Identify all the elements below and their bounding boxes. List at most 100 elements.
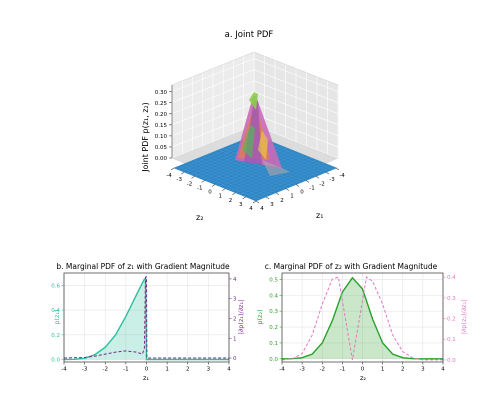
y-tick-label: 0.1 (269, 341, 278, 347)
x-tick-label: 1 (165, 367, 169, 373)
y2-tick-label: 0.2 (447, 317, 456, 323)
surface-gridline (223, 154, 305, 188)
z2-tick (191, 176, 195, 179)
panel-b-ylabel: p(z₁) (53, 309, 61, 324)
pane-gridline (171, 80, 255, 115)
z1-tick-label: 4 (260, 206, 264, 212)
panel-a-title: a. Joint PDF (225, 30, 274, 40)
y2-tick-label: 0.4 (447, 275, 456, 281)
pane-gridline (253, 80, 339, 115)
y-tick-label: 0.6 (51, 283, 60, 289)
panel-b-plot: -4 -3 -2 -1 0 1 2 3 4 0.0 0.2 0.4 0.6 0 1 2 3 4 (51, 272, 237, 373)
pane-gridline (171, 58, 255, 92)
panel-c: c. Marginal PDF of z₂ with Gradient Magn… (256, 262, 468, 382)
z2-axis-label: z₂ (196, 213, 203, 222)
z1-tick (285, 188, 290, 191)
y2-tick-label: 2 (233, 316, 237, 322)
surface-gridline (214, 151, 297, 185)
pane-gridline (171, 124, 255, 159)
panel-b-y2label: |∂p(z₁)/∂z₁| (237, 300, 245, 335)
surface-gridline (247, 164, 329, 198)
y-tick-label: 0.5 (269, 277, 278, 283)
x-tick-label: 2 (401, 367, 405, 373)
surface-gridline (219, 152, 301, 187)
y2-tick-label: 0.3 (447, 296, 456, 302)
z-axis-label: Joint PDF p(z₁, z₂) (141, 102, 150, 173)
x-tick-label: 3 (207, 367, 211, 373)
z1-tick (325, 171, 330, 175)
z1-tick-label: 0 (300, 190, 304, 196)
y-tick-label: 0.4 (269, 293, 278, 299)
x-tick-label: -4 (61, 367, 67, 373)
z-tick-label: 0.30 (155, 90, 168, 96)
x-tick-label: 0 (361, 367, 365, 373)
z2-tick-label: 0 (208, 190, 212, 196)
pane-gridline (253, 91, 339, 126)
z2-tick-label: 4 (249, 206, 253, 212)
y2-tick-label: 0 (233, 356, 237, 362)
z2-tick-label: 1 (219, 194, 223, 200)
x-tick-label: 1 (381, 367, 385, 373)
pane-grid (171, 52, 339, 159)
z1-tick-label: 3 (270, 202, 274, 208)
z1-tick (265, 196, 270, 200)
x-tick-label: -3 (299, 367, 305, 373)
y-tick-label: 0.4 (51, 308, 60, 314)
z1-tick (295, 184, 300, 187)
surface-gridline (235, 159, 317, 193)
y2-tick-label: 0.1 (447, 337, 456, 343)
pane-gridline (253, 69, 339, 103)
y2-tick-label: 4 (233, 277, 237, 283)
series-line-gradient (281, 276, 443, 361)
z-tick-label: 0.00 (155, 156, 168, 162)
z1-tick-label: -3 (329, 177, 335, 183)
z-tick-label: 0.10 (155, 134, 168, 140)
z2-tick-label: -2 (187, 181, 192, 187)
z-tick-label: 0.05 (155, 145, 168, 151)
x-tick-label: -3 (82, 367, 88, 373)
series-line-gradient (63, 276, 229, 359)
pane-gridline (171, 69, 255, 103)
y2-tick-label: 3 (233, 297, 237, 303)
y-tick-label: 0.0 (51, 358, 60, 364)
surface-gridline (218, 149, 301, 184)
surface-gridline (227, 156, 309, 190)
pane-gridline (171, 102, 255, 137)
z-tick-label: 0.25 (155, 101, 168, 107)
z2-tick (232, 192, 236, 195)
x-tick-label: -2 (320, 367, 325, 373)
z1-tick (275, 192, 280, 195)
z2-tick (252, 200, 257, 204)
panel-b-title: b. Marginal PDF of z₁ with Gradient Magn… (56, 262, 230, 271)
y2-tick-label: 0.0 (447, 358, 456, 364)
surface-gridline (243, 162, 325, 197)
z1-tick (335, 167, 340, 171)
panel-b-xlabel: z₁ (143, 374, 149, 382)
z2-tick-label: -1 (197, 185, 202, 191)
y2-tick-label: 1 (233, 336, 237, 342)
z1-tick (255, 200, 260, 204)
z1-tick (315, 176, 320, 179)
surface-gridline (251, 166, 333, 200)
z2-tick (181, 171, 185, 175)
y-tick-label: 0.3 (269, 309, 278, 315)
z1-tick-label: 1 (290, 194, 294, 200)
z2-tick (242, 196, 246, 200)
x-tick-label: -1 (340, 367, 345, 373)
panel-b: b. Marginal PDF of z₁ with Gradient Magn… (51, 262, 245, 382)
panel-c-ylabel: p(z₂) (256, 309, 264, 324)
panel-c-xlabel: z₂ (360, 374, 366, 382)
z1-tick-label: -4 (339, 173, 345, 179)
panel-c-title: c. Marginal PDF of z₂ with Gradient Magn… (265, 262, 438, 271)
x-tick-label: 4 (227, 367, 231, 373)
pane-gridline (171, 91, 255, 126)
series-fill (282, 277, 443, 359)
pane-gridline (253, 58, 339, 92)
z1-tick-label: -1 (309, 185, 314, 191)
pane-gridline (171, 113, 255, 148)
z1-axis-label: z₁ (316, 211, 323, 220)
z1-tick (305, 180, 310, 183)
z2-tick (211, 184, 216, 187)
